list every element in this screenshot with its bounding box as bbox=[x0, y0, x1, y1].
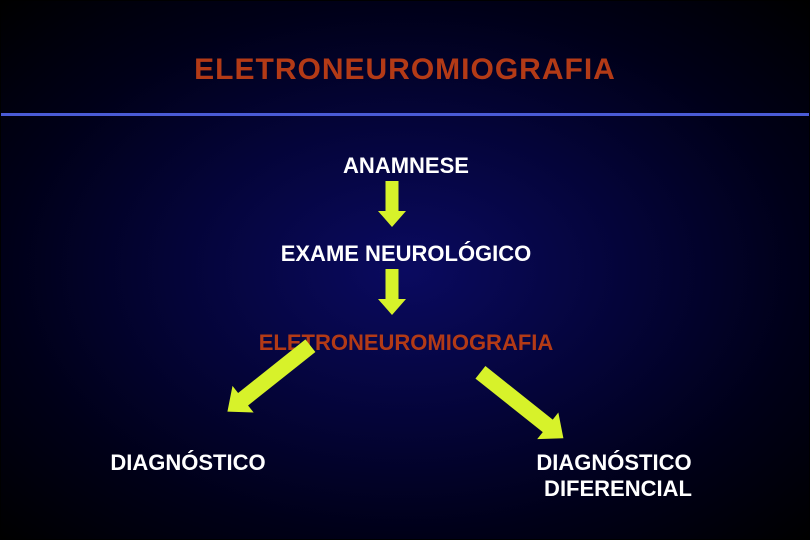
arrow-exame-enmg bbox=[378, 269, 406, 315]
title-divider bbox=[1, 113, 809, 116]
arrow-enmg-diagdif bbox=[470, 359, 574, 452]
slide: ELETRONEUROMIOGRAFIA ANAMNESE EXAME NEUR… bbox=[0, 0, 810, 540]
node-anamnese: ANAMNESE bbox=[343, 153, 469, 179]
node-diagnostico-diferencial-line2: DIFERENCIAL bbox=[544, 476, 692, 502]
node-diagnostico-diferencial-line1: DIAGNÓSTICO bbox=[536, 450, 691, 476]
arrow-anamnese-exame bbox=[378, 181, 406, 227]
node-diagnostico: DIAGNÓSTICO bbox=[110, 450, 265, 476]
node-exame: EXAME NEUROLÓGICO bbox=[281, 241, 532, 267]
slide-title: ELETRONEUROMIOGRAFIA bbox=[1, 53, 809, 87]
